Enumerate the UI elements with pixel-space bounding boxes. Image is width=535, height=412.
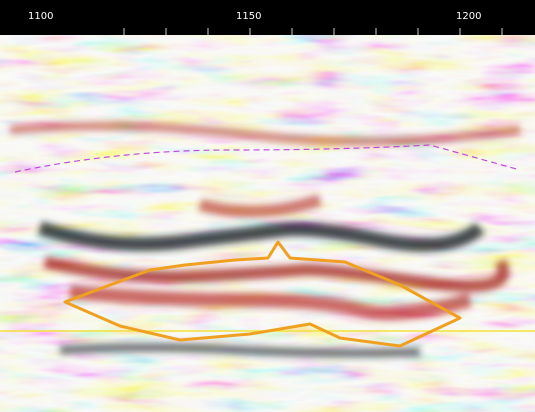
header-label: 1100 bbox=[28, 11, 53, 22]
header-label: 1150 bbox=[236, 11, 261, 22]
header-bar bbox=[0, 0, 535, 35]
page: 1100 1150 1200 (() => { const data = JSO… bbox=[0, 0, 535, 412]
seismic-view: 1100 1150 1200 bbox=[0, 0, 535, 412]
header-label: 1200 bbox=[456, 11, 481, 22]
